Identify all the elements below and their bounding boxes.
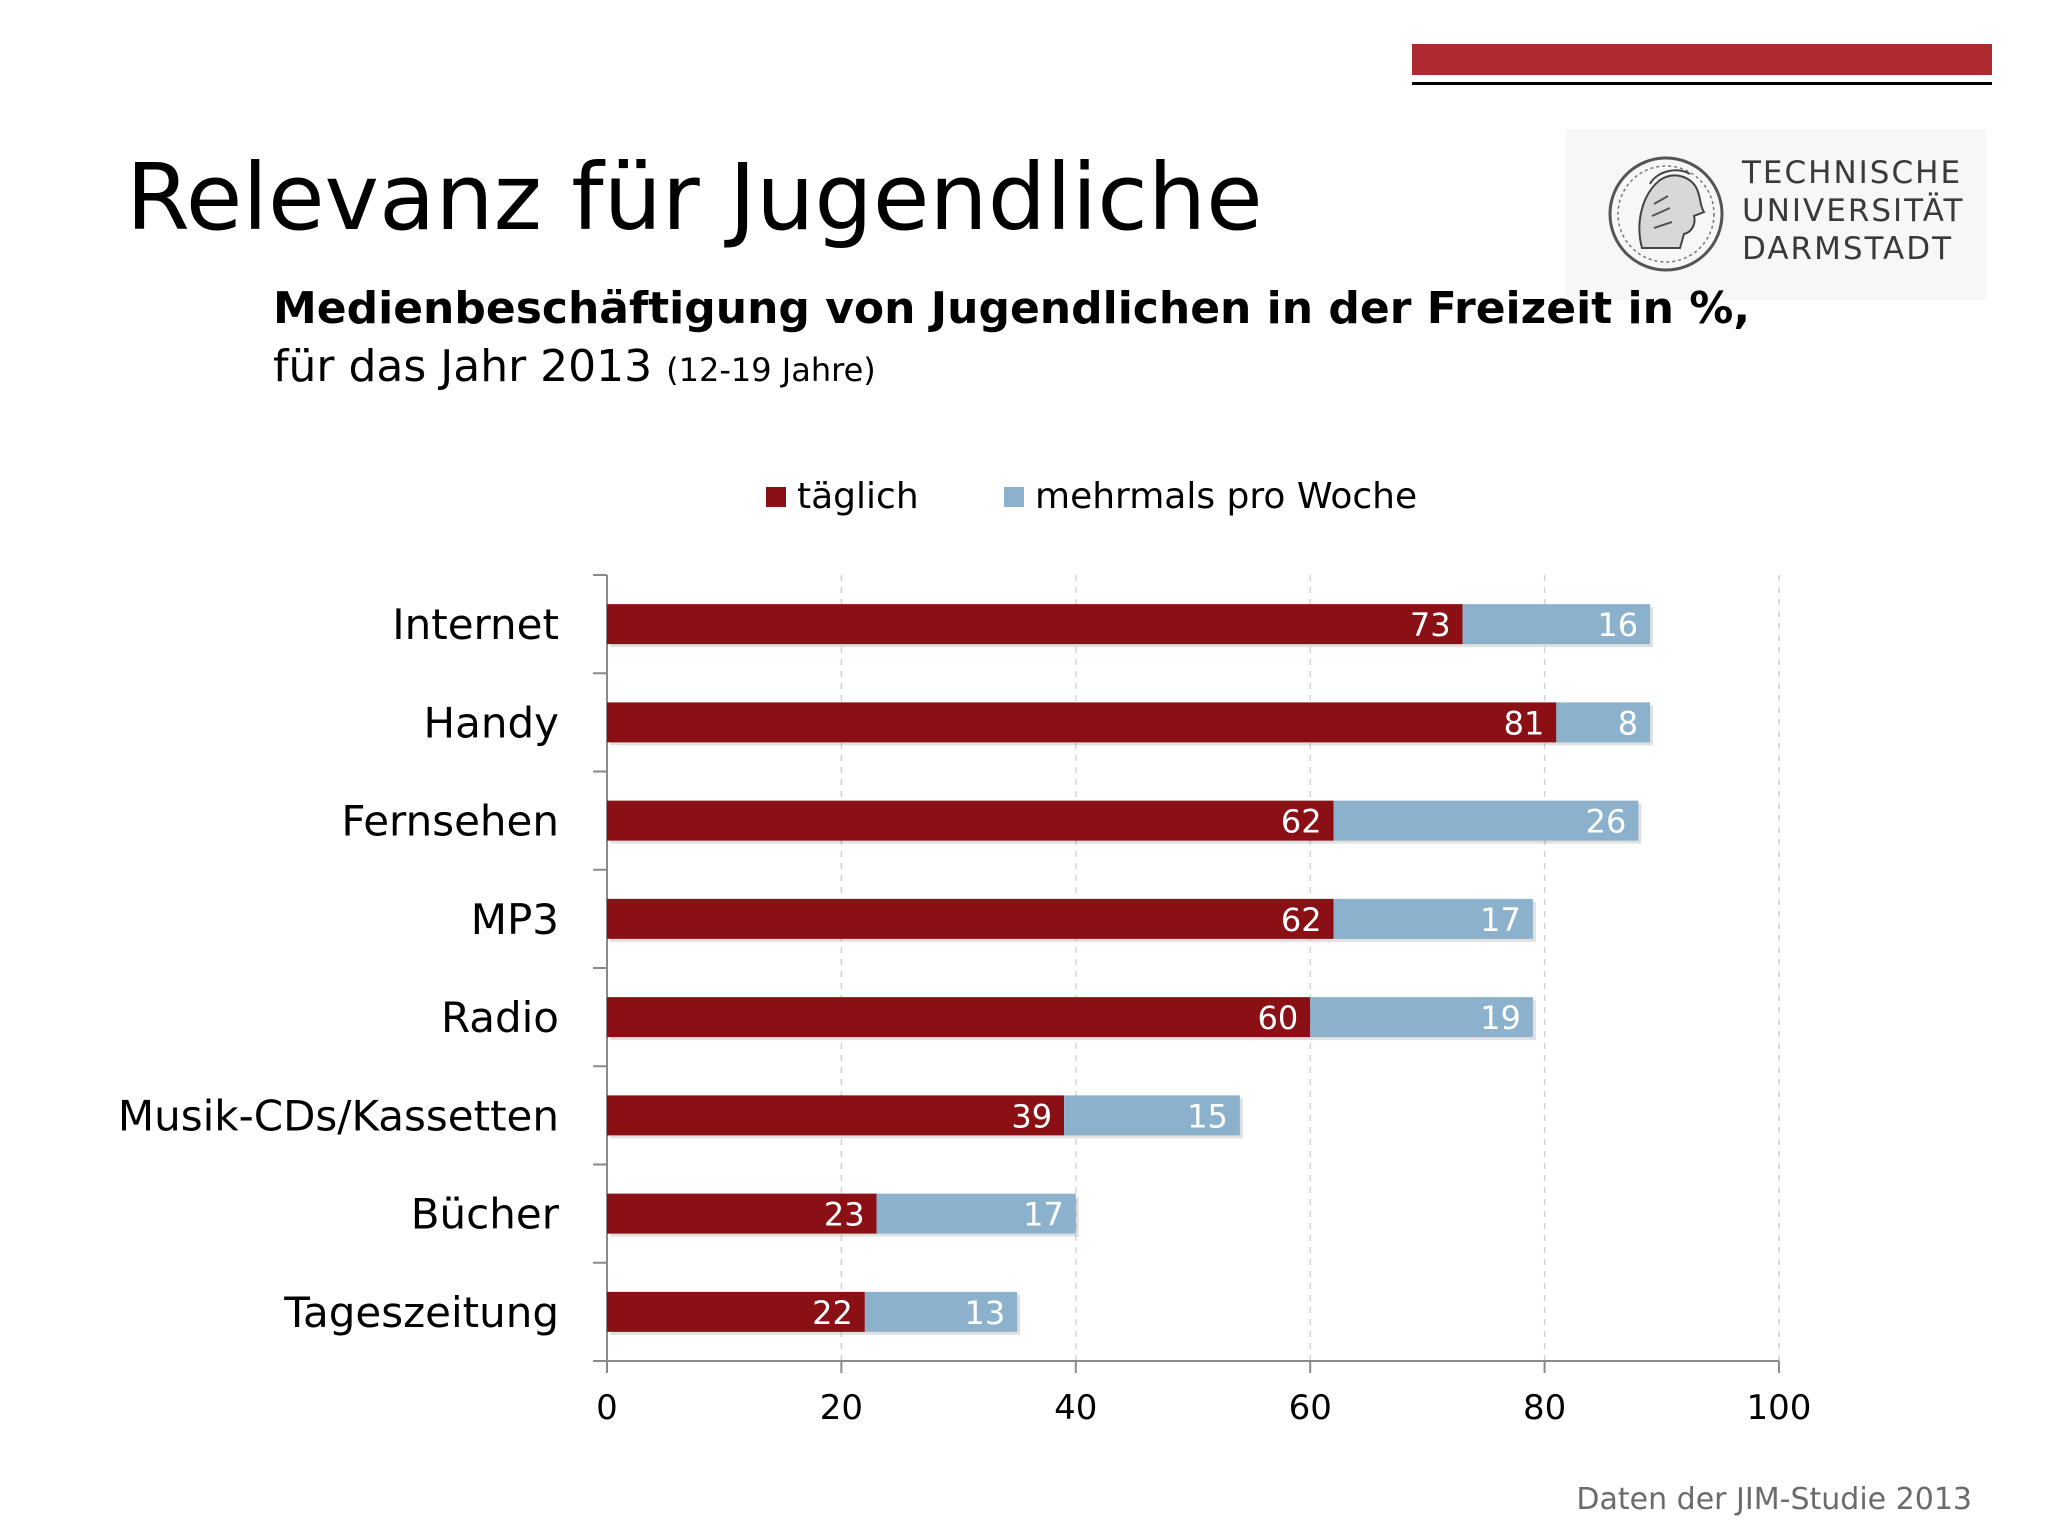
logo-line: UNIVERSITÄT <box>1742 193 1965 229</box>
bar-weekly <box>1064 1095 1240 1136</box>
x-tick-label: 100 <box>1747 1388 1812 1428</box>
legend-item-daily: täglich <box>766 470 919 524</box>
university-logo: TECHNISCHE UNIVERSITÄT DARMSTADT <box>1566 130 1986 300</box>
subtitle-line-1: Medienbeschäftigung von Jugendlichen in … <box>273 283 1751 334</box>
data-label: 8 <box>1618 704 1638 742</box>
header-accent-bar <box>1412 44 1992 75</box>
bar-daily <box>607 702 1557 743</box>
data-label: 15 <box>1187 1097 1228 1135</box>
bar-daily <box>607 997 1311 1038</box>
bar-daily <box>607 1193 877 1234</box>
bar-weekly <box>1556 702 1651 743</box>
data-label: 73 <box>1410 606 1451 644</box>
category-label: Fernsehen <box>341 797 559 846</box>
x-tick-label: 0 <box>596 1388 618 1428</box>
category-label: Handy <box>424 698 559 747</box>
x-tick-label: 60 <box>1289 1388 1332 1428</box>
source-note: Daten der JIM-Studie 2013 <box>1576 1482 1972 1517</box>
x-tick-label: 80 <box>1523 1388 1566 1428</box>
legend-label-weekly: mehrmals pro Woche <box>1035 476 1418 517</box>
bar-weekly <box>1333 898 1533 939</box>
chart-subtitle: Medienbeschäftigung von Jugendlichen in … <box>273 280 1750 399</box>
subtitle-year: für das Jahr 2013 <box>273 341 653 392</box>
stacked-bar-chart: 0 20 40 60 80 100 Internet 73 16 Handy 81 8 Fernsehe… <box>118 574 1812 1428</box>
data-label: 17 <box>1480 901 1521 939</box>
header-rule <box>1412 82 1992 85</box>
bar-weekly <box>864 1291 1018 1332</box>
x-tick-label: 40 <box>1054 1388 1097 1428</box>
bar-daily <box>607 1291 865 1332</box>
legend-swatch-weekly <box>1004 487 1024 507</box>
bar-weekly <box>876 1193 1076 1234</box>
category-label: MP3 <box>471 895 559 944</box>
bar-weekly <box>1310 997 1533 1038</box>
data-label: 17 <box>1023 1196 1064 1234</box>
data-label: 62 <box>1281 803 1322 841</box>
data-label: 23 <box>824 1196 865 1234</box>
logo-line: DARMSTADT <box>1742 231 1954 267</box>
bar-weekly <box>1333 800 1639 841</box>
chart-legend: täglich mehrmals pro Woche <box>0 470 2048 530</box>
data-label: 19 <box>1480 999 1521 1037</box>
data-label: 60 <box>1257 999 1298 1037</box>
data-label: 62 <box>1281 901 1322 939</box>
category-label: Internet <box>392 600 559 649</box>
category-label: Tageszeitung <box>283 1288 559 1337</box>
legend-label-daily: täglich <box>797 476 919 517</box>
subtitle-line-2: für das Jahr 2013 (12-19 Jahre) <box>273 338 1750 399</box>
bar-daily <box>607 1095 1065 1136</box>
data-label: 39 <box>1011 1097 1052 1135</box>
data-label: 13 <box>964 1294 1005 1332</box>
subtitle-age-range: (12-19 Jahre) <box>666 351 876 389</box>
athene-head-icon <box>1608 156 1724 272</box>
data-label: 16 <box>1597 606 1638 644</box>
bar-daily <box>607 800 1334 841</box>
x-tick-label: 20 <box>820 1388 863 1428</box>
logo-wordmark: TECHNISCHE UNIVERSITÄT DARMSTADT <box>1742 154 1964 268</box>
category-label: Bücher <box>411 1190 560 1239</box>
legend-swatch-daily <box>766 487 786 507</box>
logo-line: TECHNISCHE <box>1742 155 1963 191</box>
category-label: Radio <box>441 993 559 1042</box>
bar-daily <box>607 604 1463 645</box>
category-label: Musik-CDs/Kassetten <box>118 1091 559 1140</box>
data-label: 26 <box>1586 803 1627 841</box>
bar-daily <box>607 898 1334 939</box>
data-label: 22 <box>812 1294 853 1332</box>
data-label: 81 <box>1504 704 1545 742</box>
slide-title: Relevanz für Jugendliche <box>126 144 1263 251</box>
legend-item-weekly: mehrmals pro Woche <box>1004 470 1417 524</box>
bar-weekly <box>1462 604 1651 645</box>
